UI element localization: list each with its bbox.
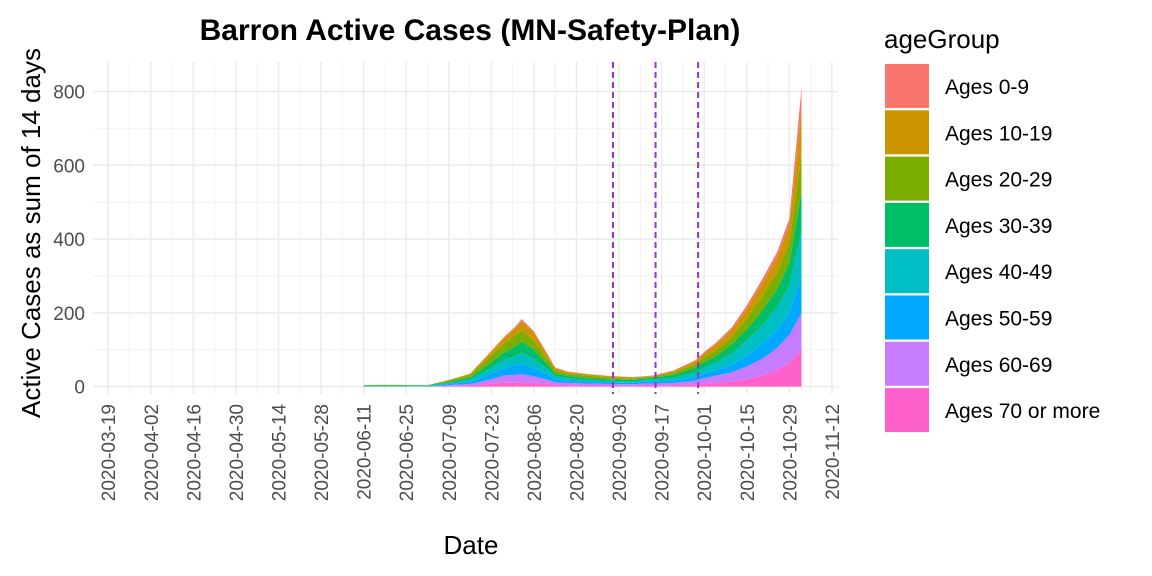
- x-tick-label: 2020-10-29: [780, 404, 801, 501]
- legend-label-ages-20-29: Ages 20-29: [945, 169, 1052, 192]
- legend: ageGroup Ages 0-9 Ages 10-19 Ages 20-29 Age…: [884, 24, 1100, 433]
- x-axis-title: Date: [444, 530, 499, 560]
- x-tick-label: 2020-09-17: [653, 404, 674, 501]
- area-series-ages-70-or-more: [363, 349, 802, 387]
- x-tick-label: 2020-04-02: [142, 404, 163, 501]
- legend-swatch-ages-10-19: [885, 110, 929, 155]
- legend-swatch-ages-50-59: [885, 295, 929, 340]
- legend-swatch-ages-20-29: [885, 156, 929, 201]
- x-tick-label: 2020-05-14: [269, 404, 290, 502]
- x-tick-label: 2020-05-28: [312, 404, 333, 501]
- legend-label-ages-70-or-more: Ages 70 or more: [945, 400, 1100, 423]
- legend-swatch-ages-70-or-more: [885, 388, 929, 433]
- y-tick-label: 400: [53, 230, 85, 251]
- legend-swatch-ages-60-69: [885, 341, 929, 386]
- legend-label-ages-60-69: Ages 60-69: [945, 354, 1052, 377]
- x-tick-label: 2020-06-25: [397, 404, 418, 501]
- x-axis-ticks: 2020-03-19 2020-04-02 2020-04-16 2020-04-30…: [99, 404, 844, 502]
- chart-title: Barron Active Cases (MN-Safety-Plan): [200, 14, 741, 47]
- legend-swatch-ages-0-9: [885, 64, 929, 108]
- x-tick-label: 2020-04-30: [227, 404, 248, 501]
- y-tick-label: 0: [74, 378, 85, 399]
- legend-label-ages-10-19: Ages 10-19: [945, 122, 1052, 145]
- y-axis-ticks: 0 200 400 600 800: [53, 83, 85, 399]
- x-tick-label: 2020-03-19: [99, 404, 120, 501]
- x-tick-label: 2020-07-09: [440, 404, 461, 501]
- x-tick-label: 2020-09-03: [610, 404, 631, 501]
- legend-swatch-ages-30-39: [885, 202, 929, 247]
- x-tick-label: 2020-06-11: [355, 404, 376, 500]
- x-tick-label: 2020-04-16: [184, 404, 205, 501]
- legend-title: ageGroup: [884, 24, 1000, 54]
- y-tick-label: 800: [53, 83, 85, 104]
- plot-areas: [363, 87, 802, 387]
- x-tick-label: 2020-07-23: [482, 404, 503, 501]
- x-tick-label: 2020-11-12: [823, 404, 844, 500]
- legend-swatch-ages-40-49: [885, 249, 929, 294]
- x-tick-label: 2020-08-06: [525, 404, 546, 501]
- y-axis-title: Active Cases as sum of 14 days: [16, 48, 46, 418]
- legend-label-ages-0-9: Ages 0-9: [945, 76, 1029, 99]
- x-tick-label: 2020-08-20: [567, 404, 588, 501]
- y-tick-label: 200: [53, 304, 85, 325]
- legend-label-ages-50-59: Ages 50-59: [945, 308, 1052, 331]
- x-tick-label: 2020-10-01: [695, 404, 716, 501]
- legend-label-ages-40-49: Ages 40-49: [945, 261, 1052, 284]
- y-tick-label: 600: [53, 156, 85, 177]
- vertical-reference-lines: [611, 62, 700, 394]
- x-tick-label: 2020-10-15: [738, 404, 759, 501]
- legend-label-ages-30-39: Ages 30-39: [945, 215, 1052, 238]
